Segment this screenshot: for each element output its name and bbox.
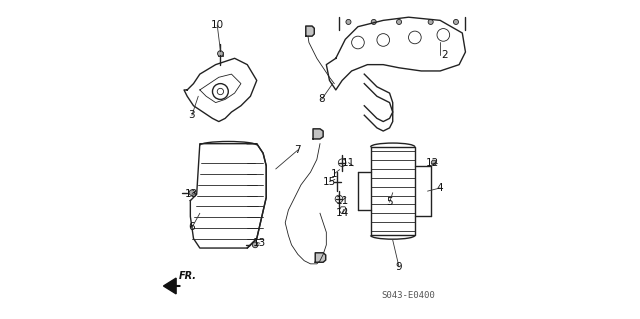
Circle shape [454,19,458,25]
Circle shape [218,51,223,56]
Polygon shape [306,26,314,36]
Text: 1: 1 [331,169,337,179]
Text: 11: 11 [335,196,349,206]
Polygon shape [163,278,176,294]
Circle shape [428,19,433,25]
Text: 4: 4 [437,183,444,193]
Circle shape [189,190,195,196]
Text: 14: 14 [335,208,349,218]
Text: 11: 11 [342,158,355,168]
Circle shape [431,160,436,165]
Text: FR.: FR. [179,271,197,281]
Text: 10: 10 [211,20,224,30]
Text: 9: 9 [396,262,403,272]
Text: 13: 13 [253,238,266,248]
Text: 15: 15 [323,177,336,187]
Text: 6: 6 [189,222,195,233]
Text: 2: 2 [442,50,448,60]
Circle shape [371,19,376,25]
Text: 3: 3 [189,110,195,120]
Circle shape [397,19,401,25]
Text: S043-E0400: S043-E0400 [381,291,435,300]
Text: 7: 7 [294,145,301,155]
Circle shape [252,242,258,248]
Circle shape [346,19,351,25]
Polygon shape [218,52,223,56]
Polygon shape [316,253,326,262]
Text: 13: 13 [186,189,198,199]
Polygon shape [313,129,323,139]
Text: 12: 12 [426,158,439,168]
Text: 8: 8 [318,94,325,104]
Text: 5: 5 [387,197,393,207]
